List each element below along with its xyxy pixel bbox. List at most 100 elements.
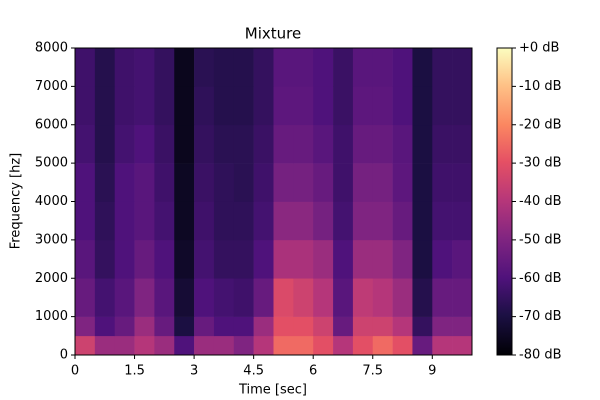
heatmap-cell [174, 335, 195, 356]
heatmap-cell [412, 278, 433, 317]
heatmap-cell [154, 278, 175, 317]
heatmap-cell [333, 124, 354, 164]
colorbar-tick-label: +0 dB [519, 41, 559, 56]
heatmap-cell [154, 335, 175, 356]
heatmap-cell [75, 86, 96, 126]
heatmap-cell [452, 86, 473, 126]
heatmap-cell [194, 278, 215, 317]
heatmap-cell [75, 124, 96, 164]
heatmap-cell [134, 239, 155, 279]
heatmap-cell [333, 335, 354, 356]
heatmap-cell [213, 86, 235, 126]
heatmap-cell [75, 163, 96, 202]
heatmap-cell [94, 48, 115, 87]
heatmap-cell [75, 48, 96, 87]
colorbar [496, 47, 513, 356]
heatmap-cell [233, 48, 254, 87]
colorbar-tick-label: -30 dB [519, 156, 562, 171]
heatmap-cell [432, 48, 453, 87]
heatmap-cell [114, 201, 135, 241]
heatmap-cell [213, 124, 235, 164]
heatmap-cell [412, 86, 433, 126]
heatmap-cell [114, 278, 135, 317]
heatmap-cell [253, 201, 274, 241]
heatmap-cell [174, 86, 195, 126]
heatmap-cell [194, 201, 215, 241]
heatmap-cell [372, 86, 393, 126]
heatmap-cell [293, 163, 314, 202]
colorbar-tick-label: -50 dB [519, 232, 562, 247]
heatmap-cell [213, 48, 235, 87]
heatmap-cell [194, 335, 215, 356]
heatmap-cell [313, 86, 334, 126]
heatmap-cell [154, 48, 175, 87]
heatmap-cell [253, 124, 274, 164]
heatmap-cell [352, 163, 374, 202]
heatmap-cell [432, 278, 453, 317]
heatmap-cell [253, 239, 274, 279]
heatmap-cell [94, 335, 115, 356]
heatmap-cell [313, 335, 334, 356]
heatmap-cell [134, 278, 155, 317]
heatmap-cell [392, 201, 413, 241]
x-tick-label: 9 [428, 364, 436, 379]
heatmap-cell [392, 278, 413, 317]
heatmap-cell [293, 335, 314, 356]
heatmap-cell [452, 163, 473, 202]
heatmap-cell [273, 239, 294, 279]
heatmap-cell [213, 201, 235, 241]
heatmap-cell [372, 124, 393, 164]
heatmap-cell [233, 86, 254, 126]
heatmap-cell [313, 163, 334, 202]
heatmap-cell [293, 124, 314, 164]
y-tick-label: 0 [60, 348, 68, 363]
heatmap-cell [452, 201, 473, 241]
heatmap-cell [333, 201, 354, 241]
heatmap-cell [253, 163, 274, 202]
heatmap-cell [273, 316, 294, 337]
heatmap-cell [273, 335, 294, 356]
colorbar-tick-label: -40 dB [519, 194, 562, 209]
colorbar-tick-label: -80 dB [519, 348, 562, 363]
heatmap-cell [352, 316, 374, 337]
heatmap-cell [432, 239, 453, 279]
heatmap-cell [392, 239, 413, 279]
heatmap-cell [372, 278, 393, 317]
heatmap-cell [134, 316, 155, 337]
heatmap-cell [313, 278, 334, 317]
heatmap-cell [333, 163, 354, 202]
heatmap-cell [174, 48, 195, 87]
heatmap-cell [313, 316, 334, 337]
heatmap-cell [194, 124, 215, 164]
heatmap-cell [174, 201, 195, 241]
heatmap-cell [233, 201, 254, 241]
heatmap-cell [213, 278, 235, 317]
heatmap-cell [233, 163, 254, 202]
heatmap-cell [293, 316, 314, 337]
heatmap-cell [352, 201, 374, 241]
heatmap-cell [293, 239, 314, 279]
heatmap-cell [392, 163, 413, 202]
heatmap-cell [432, 201, 453, 241]
heatmap-cell [352, 124, 374, 164]
x-tick-label: 0 [71, 364, 79, 379]
heatmap-cell [154, 316, 175, 337]
heatmap-cell [412, 48, 433, 87]
heatmap-cell [134, 124, 155, 164]
heatmap-cell [154, 201, 175, 241]
y-tick-label: 5000 [35, 156, 68, 171]
heatmap-cell [352, 239, 374, 279]
heatmap-cell [114, 48, 135, 87]
heatmap-cell [253, 316, 274, 337]
heatmap-cell [412, 201, 433, 241]
colorbar-tick-label: -10 dB [519, 79, 562, 94]
heatmap-cell [194, 239, 215, 279]
heatmap-cell [253, 278, 274, 317]
heatmap-cell [213, 316, 235, 337]
heatmap-cell [94, 239, 115, 279]
heatmap-cell [273, 124, 294, 164]
colorbar-tick-label: -70 dB [519, 309, 562, 324]
x-tick-label: 7.5 [362, 364, 383, 379]
heatmap-cell [412, 335, 433, 356]
heatmap-cell [174, 163, 195, 202]
